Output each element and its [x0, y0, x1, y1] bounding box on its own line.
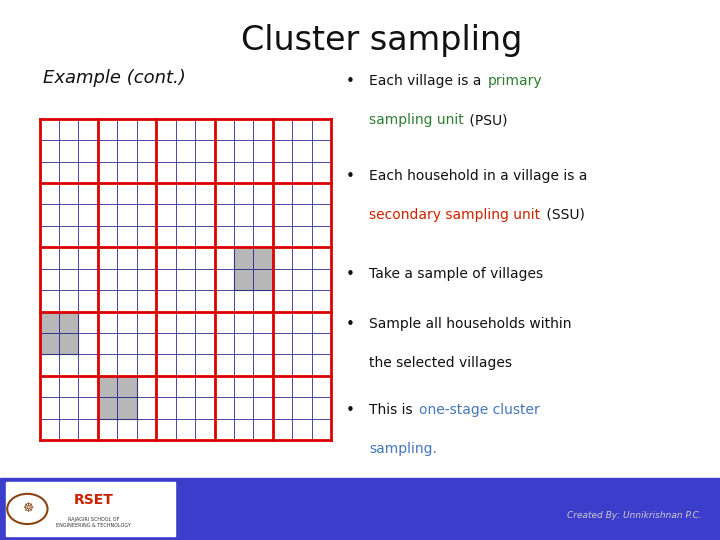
Text: Each village is a: Each village is a [369, 75, 485, 89]
Text: the selected villages: the selected villages [369, 355, 512, 369]
Text: RSET: RSET [73, 492, 114, 507]
Text: •: • [346, 403, 354, 418]
Text: sampling.: sampling. [369, 442, 437, 456]
Text: Created By: Unnikrishnan P.C.: Created By: Unnikrishnan P.C. [567, 511, 702, 519]
Bar [234, 247, 273, 290]
Text: This is: This is [369, 403, 417, 417]
Text: (SSU): (SSU) [542, 208, 585, 222]
Text: Sample all households within: Sample all households within [369, 316, 572, 330]
Text: Example (cont.): Example (cont.) [43, 69, 186, 87]
Bar [40, 312, 78, 354]
Bar [98, 376, 137, 418]
Text: ☸: ☸ [22, 502, 33, 516]
Bar [6, 482, 175, 536]
Text: (PSU): (PSU) [465, 113, 508, 127]
Text: Each household in a village is a: Each household in a village is a [369, 169, 588, 183]
Text: primary: primary [487, 75, 542, 89]
Bar [0, 478, 720, 540]
Text: sampling unit: sampling unit [369, 113, 464, 127]
Text: •: • [346, 169, 354, 184]
Text: •: • [346, 75, 354, 90]
Text: •: • [346, 267, 354, 282]
Text: •: • [346, 316, 354, 332]
Text: Cluster sampling: Cluster sampling [241, 24, 522, 57]
Text: RAJAGIRI SCHOOL OF
ENGINEERING & TECHNOLOGY: RAJAGIRI SCHOOL OF ENGINEERING & TECHNOL… [56, 517, 131, 528]
Text: secondary sampling unit: secondary sampling unit [369, 208, 540, 222]
Text: one-stage cluster: one-stage cluster [419, 403, 539, 417]
Text: Take a sample of villages: Take a sample of villages [369, 267, 543, 281]
